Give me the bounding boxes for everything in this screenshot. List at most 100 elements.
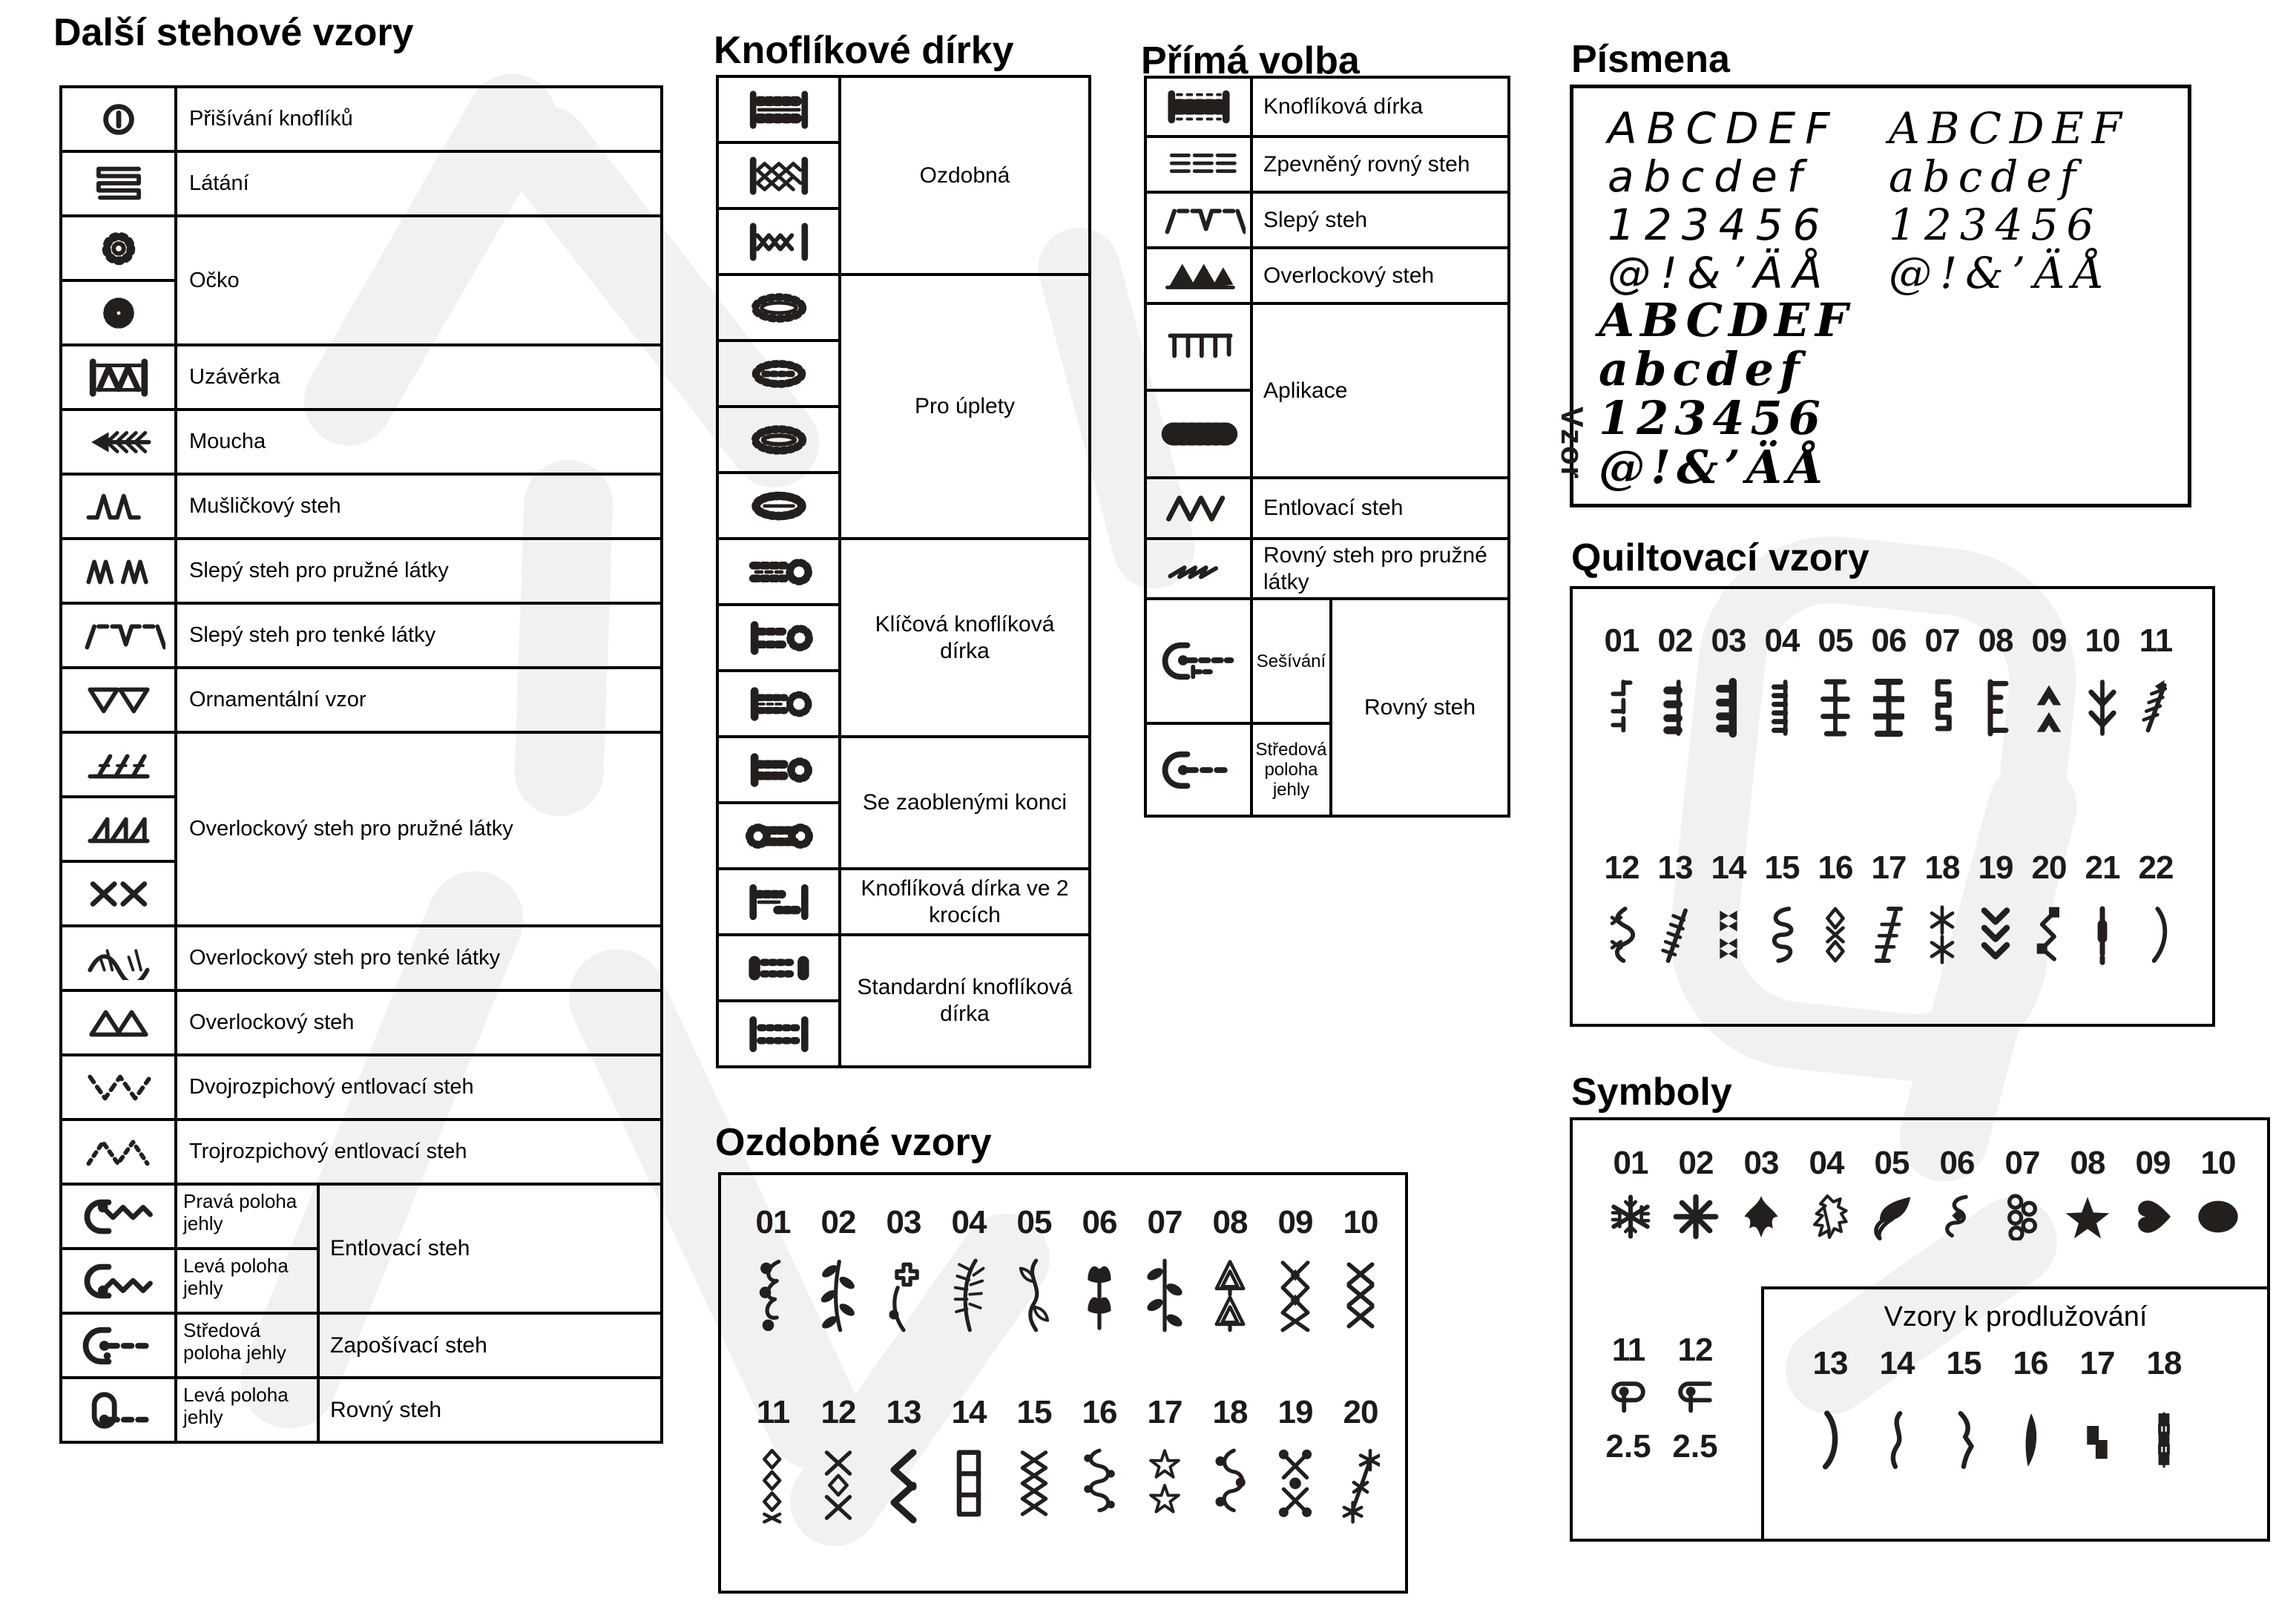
quilt-21-icon [2087,893,2118,976]
stitch-label: Pro úplety [838,273,1091,540]
pattern-number: 09 [2135,1145,2171,1181]
symbols-box: 01 02 03 04 05 06 07 08 09 10 11 2.5 12 2.5 Vzory k … [1570,1117,2270,1542]
stitch-label: Entlovací steh [1250,476,1510,540]
table-row: Aplikace [1144,302,1510,479]
stitch-label: Trojrozpichový entlovací steh [174,1118,664,1186]
stitch-icon-cell [59,537,177,605]
table-row: Zpevněný rovný steh [1144,135,1510,194]
stitch-label: Dvojrozpichový entlovací steh [174,1053,664,1121]
bh-diamond-icon [732,154,826,197]
stitch-label: Overlockový steh pro tenké látky [174,924,664,992]
deco-01-icon [754,1246,792,1344]
quilt-18-icon [1927,893,1958,976]
font-line: abcdef [1608,151,1812,202]
pattern-number: 15 [1764,849,1800,886]
bh-knit-c-icon [732,418,826,461]
stitch-icon-cell [716,75,841,144]
deco-17-icon [1145,1436,1184,1534]
table-row [716,603,1090,672]
stitch-icon-cell [716,471,841,540]
pattern-number: 19 [1277,1394,1314,1430]
decorative-row-1: 01 02 03 04 05 06 07 08 09 10 [740,1205,1393,1344]
pattern-item-19: 19 [1263,1395,1328,1534]
stretch-straight-icon [1152,548,1246,591]
quilt-11-icon [2140,666,2171,749]
symbol-row-2: 11 2.5 12 2.5 [1595,1332,1728,1464]
applique-edge-icon [1152,326,1246,369]
stitch-icon-cell [1144,302,1253,392]
quilt-pattern-row-2: 12 13 14 15 16 17 18 19 20 21 22 [1595,850,2182,976]
stitch-label: Overlockový steh [1250,246,1510,305]
pattern-number: 18 [2146,1345,2182,1381]
quilt-06-icon [1873,666,1904,749]
bh-standard-b-icon [732,1013,826,1056]
section-title: Další stehové vzory [53,11,414,54]
font-line: ABCDEF [1599,293,1855,347]
stitch-label: Přišívání knoflíků [174,85,664,153]
pattern-number: 02 [1678,1145,1714,1181]
pattern-number: 01 [1604,622,1640,659]
symbol-02-icon [1672,1193,1720,1240]
overlock-direct-icon [1152,254,1246,297]
table-row: Knoflíková dírka ve 2 krocích [716,867,1091,936]
bartack-icon [72,356,165,399]
pattern-number: 05 [1818,622,1854,659]
needle-center-straight-icon [72,1324,165,1367]
pattern-item-10: 10 [2185,1145,2251,1240]
stitch-icon-cell [716,933,841,1002]
bh-knit-b-icon [732,352,826,395]
symbol-06-icon [1933,1193,1981,1240]
pattern-item-08: 08 [2055,1145,2120,1240]
stitch-icon-cell [716,669,841,738]
pattern-number: 14 [951,1394,987,1430]
stitch-icon-cell [59,989,177,1056]
pattern-number: 20 [1343,1394,1379,1430]
quilt-09-icon [2033,666,2065,749]
stitch-icon-cell [1144,246,1253,305]
deco-07-icon [1145,1246,1184,1344]
pattern-item-17: 17 [2064,1346,2131,1493]
table-row: Slepý steh [1144,191,1510,249]
stitch-icon-cell [59,85,177,153]
stitch-label: Standardní knoflíková dírka [838,933,1091,1068]
stitch-icon-cell [59,1183,177,1250]
table-row: Overlockový steh pro pružné látky [59,731,664,927]
pattern-number: 12 [1604,849,1640,886]
pattern-number: 07 [2004,1145,2041,1181]
needle-seam-icon [1152,640,1246,683]
bh-knit-d-icon [732,484,826,527]
pattern-number: 12 [1677,1332,1714,1368]
pattern-number: 10 [1343,1204,1379,1240]
stitch-label: Mušličkový steh [174,473,664,540]
symbol-01-icon [1607,1193,1654,1240]
stitch-icon-cell [59,408,177,476]
bh-2step-icon [732,881,826,924]
pattern-number: 05 [1016,1204,1053,1240]
stitch-icon-cell [716,999,841,1068]
pattern-number: 08 [2070,1145,2106,1181]
stitch-icon-cell [59,731,177,798]
stitch-icon-cell [1144,537,1253,600]
section-title: Quiltovací vzory [1571,536,1869,579]
pattern-item-12: 12 [806,1395,871,1534]
quilt-13-icon [1659,893,1691,976]
zigzag-2step-icon [72,1066,165,1109]
table-row [59,860,662,927]
pattern-item-01: 01 [740,1205,806,1344]
stitch-label: Aplikace [1250,302,1510,479]
stitch-icon-cell [59,666,177,734]
overlock-plain-icon [72,1002,165,1045]
pattern-number: 16 [1818,849,1854,886]
pattern-number: 18 [1924,849,1961,886]
table-row [716,801,1090,870]
deco-03-icon [884,1246,923,1344]
pattern-item-03: 03 [871,1205,936,1344]
sample-stamp: Vzor [1555,407,1590,481]
table-row: Rovný steh pro pružné látky [1144,537,1510,600]
table-row [59,795,662,863]
needle-position-label: Středová poloha jehly [1250,722,1332,818]
symbol-11-icon [1608,1377,1649,1420]
needle-position-label: Levá poloha jehly [174,1247,320,1315]
section-other-stitch-patterns: Další stehové vzory [53,10,414,55]
section-title: Symboly [1571,1071,1732,1114]
